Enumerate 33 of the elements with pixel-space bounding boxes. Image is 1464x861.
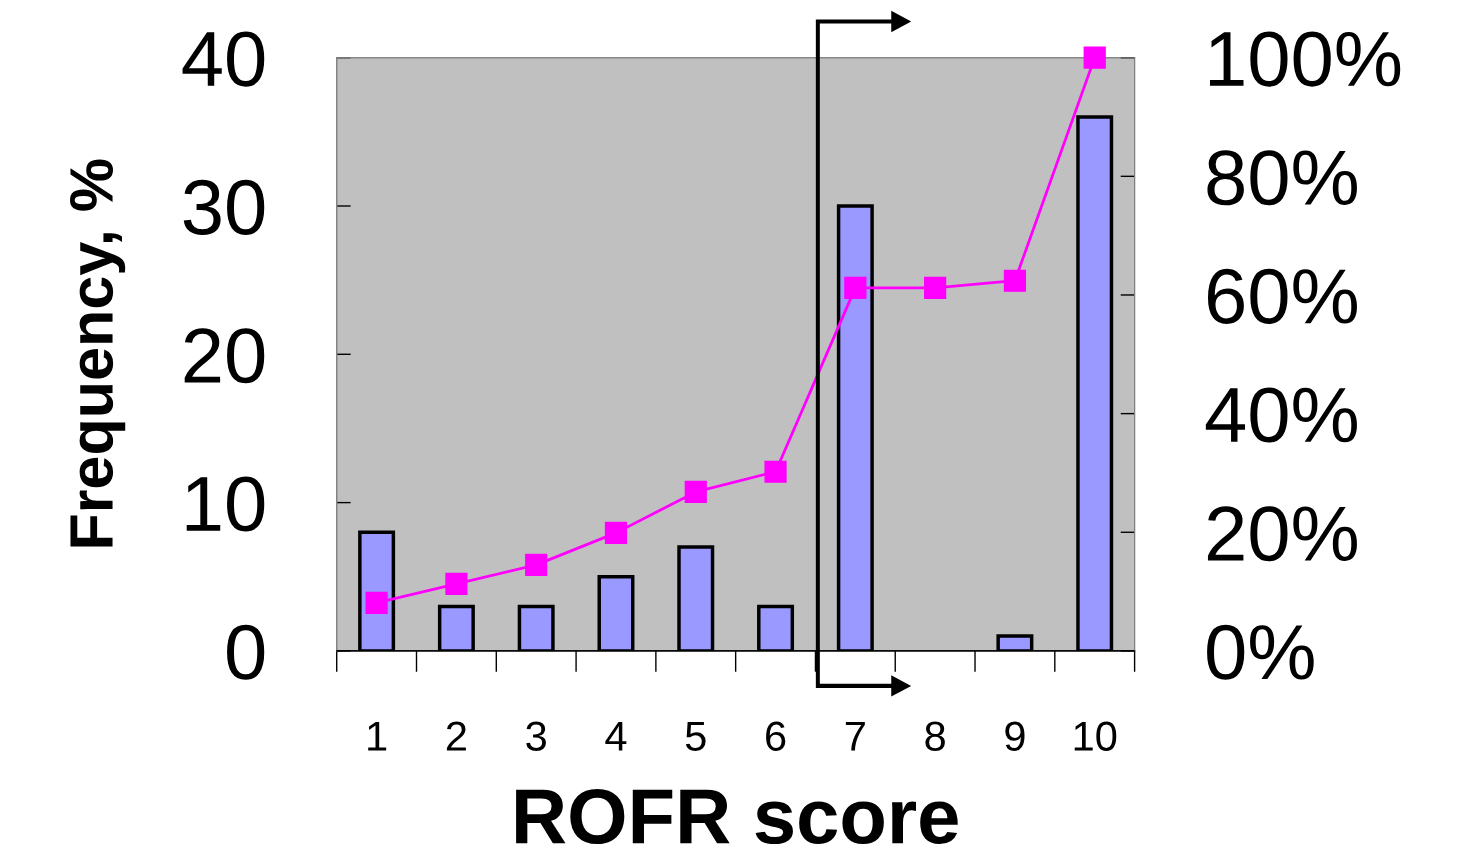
x-tick-label: 9	[1005, 721, 1025, 751]
point	[365, 591, 388, 614]
y2-tick-label: 80%	[1207, 150, 1357, 206]
x-tick-label: 5	[685, 721, 706, 751]
point	[1003, 269, 1027, 292]
y2-tick-label: 0%	[1207, 624, 1314, 680]
point	[445, 572, 468, 595]
x-tick-label: 8	[925, 721, 945, 751]
y2-tick-label: 100%	[1209, 31, 1401, 87]
point	[604, 521, 628, 544]
x-tick-label: 4	[605, 721, 627, 751]
y-tick-label: 10	[186, 476, 265, 532]
x-tick-label: 10	[1074, 721, 1117, 751]
point	[764, 460, 787, 483]
x-axis-title: ROFR score	[516, 789, 958, 845]
point	[844, 276, 867, 299]
x-tick-label: 1	[368, 721, 387, 751]
y2-tick-label: 60%	[1207, 268, 1357, 324]
y-tick-label: 30	[183, 179, 265, 235]
x-tick-label: 3	[526, 721, 546, 751]
y-tick-label: 0	[227, 624, 265, 680]
x-tick-label: 6	[766, 721, 786, 751]
point	[525, 553, 548, 577]
point	[1083, 46, 1106, 69]
y2-tick-label: 40%	[1205, 387, 1357, 443]
y-axis-title: Frequency, %	[70, 159, 126, 547]
x-tick-label: 2	[446, 721, 466, 751]
x-tick-label: 7	[845, 721, 865, 751]
y2-tick-label: 20%	[1207, 506, 1357, 562]
y-tick-label: 40	[182, 31, 265, 87]
point	[684, 480, 707, 504]
y-tick-label: 20	[184, 328, 265, 384]
point	[924, 276, 947, 299]
